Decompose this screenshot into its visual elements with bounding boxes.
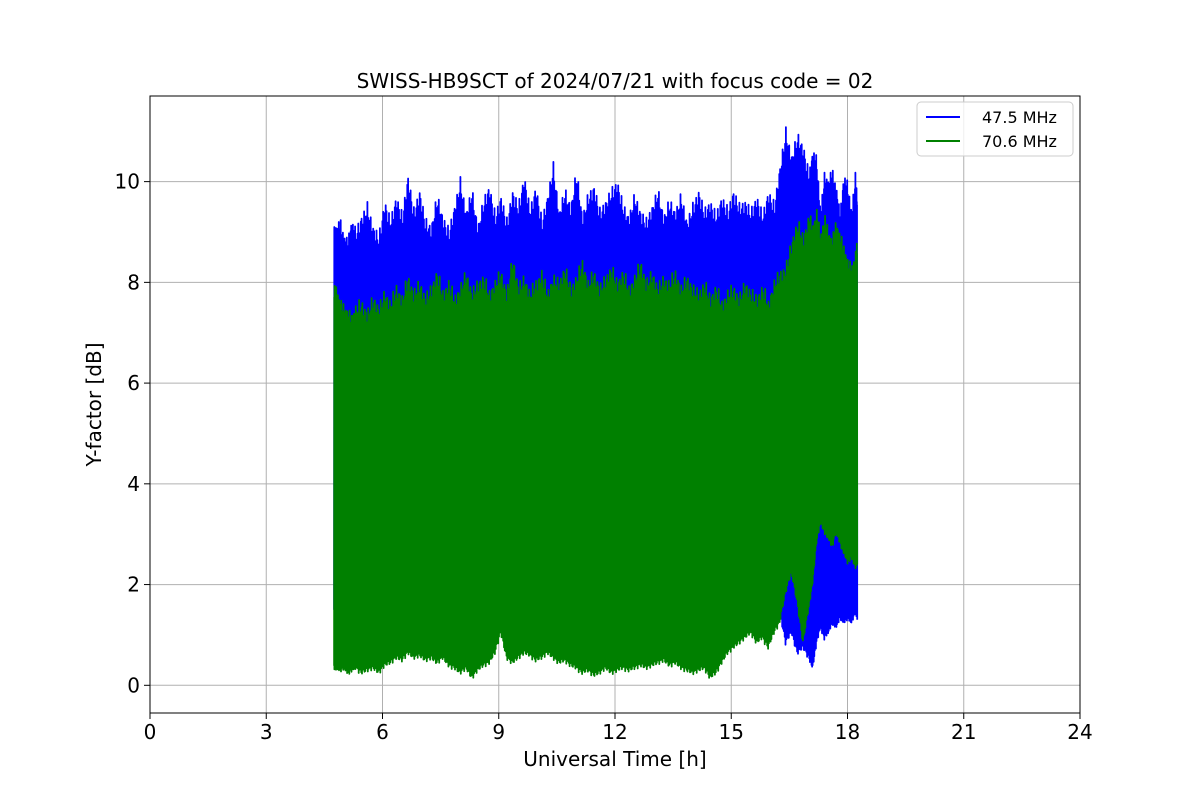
legend-box — [916, 101, 1074, 157]
y-tick-label: 4 — [127, 472, 140, 496]
y-tick-label: 2 — [127, 573, 140, 597]
series-layer — [333, 126, 859, 679]
x-tick-label: 12 — [602, 720, 627, 744]
x-tick-label: 3 — [260, 720, 273, 744]
series-line-70-6-mhz — [333, 208, 859, 679]
legend-label-70-6-mhz: 70.6 MHz — [982, 132, 1057, 151]
y-tick-label: 8 — [127, 270, 140, 294]
legend: 47.5 MHz 70.6 MHz — [916, 101, 1074, 157]
y-tick-label: 0 — [127, 673, 140, 697]
x-tick-label: 15 — [719, 720, 744, 744]
legend-label-47-5-mhz: 47.5 MHz — [982, 108, 1057, 127]
x-tick-label: 21 — [951, 720, 976, 744]
y-tick-label: 6 — [127, 371, 140, 395]
x-tick-label: 6 — [376, 720, 389, 744]
x-axis-label: Universal Time [h] — [523, 747, 706, 771]
y-tick-label: 10 — [115, 170, 140, 194]
x-tick-label: 24 — [1067, 720, 1092, 744]
x-tick-label: 0 — [144, 720, 157, 744]
x-axis: 0 3 6 9 12 15 18 21 24 — [144, 713, 1093, 744]
x-tick-label: 9 — [492, 720, 505, 744]
x-tick-label: 18 — [835, 720, 860, 744]
chart-title: SWISS-HB9SCT of 2024/07/21 with focus co… — [357, 69, 874, 93]
y-axis-label: Y-factor [dB] — [82, 342, 106, 467]
y-axis: 0 2 4 6 8 10 — [115, 170, 150, 697]
